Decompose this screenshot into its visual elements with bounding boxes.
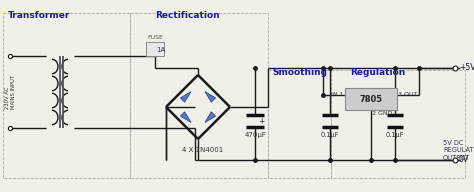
Text: Smoothing: Smoothing <box>272 68 327 77</box>
Text: IN 1: IN 1 <box>331 92 344 97</box>
Bar <box>268 70 331 178</box>
Text: 1A: 1A <box>156 47 165 53</box>
Text: 470μF: 470μF <box>245 132 267 138</box>
Bar <box>130 13 268 178</box>
Text: 3 OUT: 3 OUT <box>398 92 418 97</box>
Text: 230V AC
MAINS INPUT: 230V AC MAINS INPUT <box>5 75 16 109</box>
Text: Transformer: Transformer <box>8 11 70 20</box>
Text: Regulation: Regulation <box>350 68 405 77</box>
Text: 0.1μF: 0.1μF <box>321 132 339 138</box>
Text: 7805: 7805 <box>359 94 383 103</box>
Text: 4 X 1N4001: 4 X 1N4001 <box>182 147 224 153</box>
Bar <box>331 70 465 178</box>
Text: FUSE: FUSE <box>147 35 163 40</box>
Bar <box>146 42 164 56</box>
Text: 2 GND: 2 GND <box>372 111 392 116</box>
Polygon shape <box>181 112 191 122</box>
Text: +: + <box>258 117 264 126</box>
Polygon shape <box>205 92 216 102</box>
Polygon shape <box>181 92 191 102</box>
Polygon shape <box>205 112 216 122</box>
Bar <box>345 88 397 110</box>
Text: +5V: +5V <box>459 64 474 73</box>
Text: Rectification: Rectification <box>155 11 219 20</box>
Bar <box>3 13 130 178</box>
Text: 0.1μF: 0.1μF <box>386 132 404 138</box>
Text: 0V: 0V <box>459 156 469 165</box>
Text: 5V DC
REGULATED
OUTPUT: 5V DC REGULATED OUTPUT <box>443 140 474 161</box>
